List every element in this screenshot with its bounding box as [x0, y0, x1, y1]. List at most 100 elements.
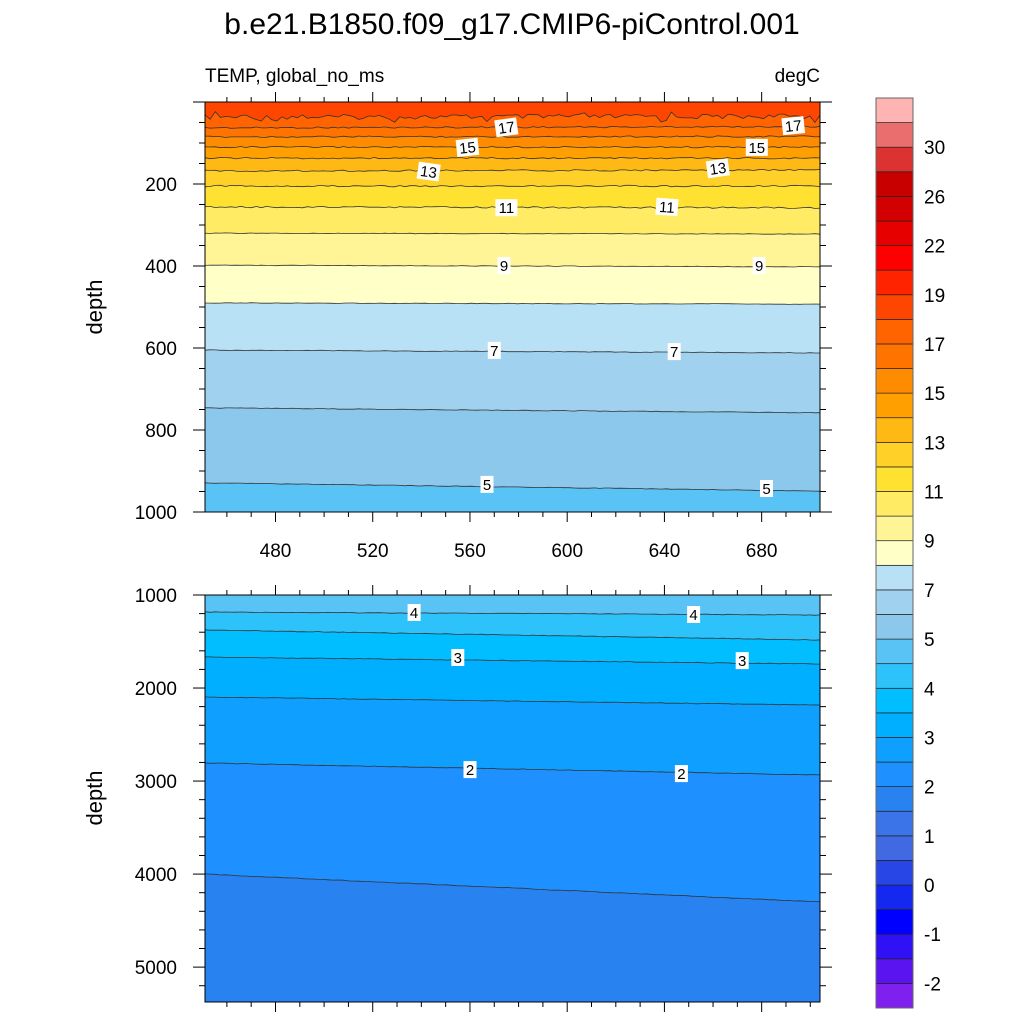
contour-label: 15 [455, 137, 480, 158]
colorbar-label: 15 [924, 384, 945, 405]
colorbar-box [875, 146, 914, 173]
y-tick-label: 5000 [135, 958, 177, 979]
left-subtitle: TEMP, global_no_ms [205, 66, 384, 87]
svg-text:13: 13 [419, 163, 438, 182]
contour-label: 9 [497, 257, 511, 275]
contour-band [205, 873, 820, 1002]
colorbar-box [875, 269, 914, 296]
svg-text:9: 9 [500, 258, 508, 275]
contour-line [204, 145, 821, 149]
colorbar-label: 13 [924, 433, 945, 454]
y-tick-label: 200 [145, 175, 177, 196]
colorbar-box [875, 466, 914, 492]
colorbar-label: 0 [924, 876, 935, 897]
colorbar-box [875, 933, 914, 960]
right-subtitle: degC [775, 66, 820, 87]
colorbar-box [875, 909, 914, 935]
contour-label: 7 [667, 343, 681, 361]
x-tick-label: 600 [551, 541, 583, 562]
contour-label: 3 [451, 649, 465, 667]
contour-label: 5 [480, 475, 494, 494]
contour-label: 13 [705, 158, 730, 179]
svg-text:3: 3 [738, 653, 746, 670]
contour-line [204, 349, 820, 354]
contour-line [204, 135, 821, 138]
colorbar-box [875, 712, 914, 738]
colorbar-box [875, 638, 914, 665]
colorbar-box [875, 761, 914, 787]
svg-text:2: 2 [466, 762, 474, 779]
colorbar: -2 -1 0 1 2 3 4 5 7 9 11 13 15 17 19 22 26 30 [875, 97, 945, 1009]
contour-line [204, 873, 821, 903]
y-tick-label: 1000 [135, 586, 177, 607]
svg-text:7: 7 [490, 343, 498, 360]
y-tick-label: 1000 [135, 503, 177, 524]
colorbar-label: 11 [924, 483, 944, 504]
contour-line [204, 611, 821, 616]
colorbar-label: 26 [924, 187, 945, 208]
colorbar-box [875, 958, 914, 984]
colorbar-label: 1 [924, 827, 935, 848]
x-tick-label: 640 [649, 541, 681, 562]
colorbar-box [875, 737, 914, 763]
colorbar-box [875, 368, 914, 394]
contour-label: 17 [494, 117, 519, 138]
y-tick-label: 800 [145, 421, 177, 442]
contour-label: 13 [416, 161, 441, 182]
colorbar-box [875, 97, 914, 123]
svg-text:5: 5 [762, 481, 770, 498]
y-axis-label-lower: depth [82, 770, 107, 825]
y-tick-label: 600 [145, 339, 177, 360]
y-tick-label: 3000 [135, 772, 177, 793]
colorbar-box [875, 540, 914, 566]
y-tick-label: 400 [145, 257, 177, 278]
contour-line [204, 482, 821, 492]
colorbar-box [875, 663, 914, 689]
colorbar-box [875, 564, 914, 591]
colorbar-box [875, 196, 914, 222]
svg-text:17: 17 [497, 119, 516, 138]
svg-text:2: 2 [677, 766, 685, 783]
contour-line [204, 156, 821, 160]
contour-label: 5 [760, 480, 773, 498]
contour-line [204, 302, 821, 305]
svg-text:9: 9 [755, 258, 763, 275]
colorbar-box [875, 589, 914, 615]
colorbar-box [875, 860, 914, 886]
x-tick-label: 680 [746, 541, 778, 562]
contour-line [204, 232, 821, 235]
colorbar-box [875, 687, 914, 714]
contour-line [205, 407, 821, 414]
colorbar-box [875, 171, 914, 197]
colorbar-label: 19 [924, 286, 945, 307]
contour-line [204, 264, 821, 268]
y-axis-label-upper: depth [82, 279, 107, 334]
colorbar-box [875, 392, 914, 419]
colorbar-box [875, 786, 914, 812]
colorbar-label: 9 [924, 532, 935, 553]
panel-upper: 17 17 15 15 13 13 11 11 9 9 7 7 5 5 480 520 560 600 640 680… [135, 92, 832, 562]
colorbar-box [875, 441, 914, 468]
contour-line [204, 184, 821, 188]
chart-title: b.e21.B1850.f09_g17.CMIP6-piControl.001 [224, 8, 799, 41]
svg-text:3: 3 [454, 650, 462, 667]
svg-text:4: 4 [689, 607, 697, 624]
y-tick-label: 4000 [135, 865, 177, 886]
contour-label: 11 [655, 197, 679, 217]
colorbar-box [875, 343, 914, 369]
svg-text:11: 11 [659, 199, 676, 217]
svg-text:17: 17 [784, 117, 802, 136]
svg-text:15: 15 [748, 140, 765, 157]
contour-line [204, 656, 820, 665]
contour-label: 3 [735, 652, 749, 670]
contour-label: 2 [674, 765, 688, 783]
colorbar-label: 17 [924, 335, 945, 356]
contour-label: 15 [745, 138, 768, 157]
contour-label: 4 [407, 604, 421, 622]
colorbar-label: 5 [924, 630, 935, 651]
colorbar-box [875, 810, 914, 837]
colorbar-box [875, 122, 914, 148]
colorbar-box [875, 835, 914, 861]
colorbar-label: 22 [924, 237, 945, 258]
